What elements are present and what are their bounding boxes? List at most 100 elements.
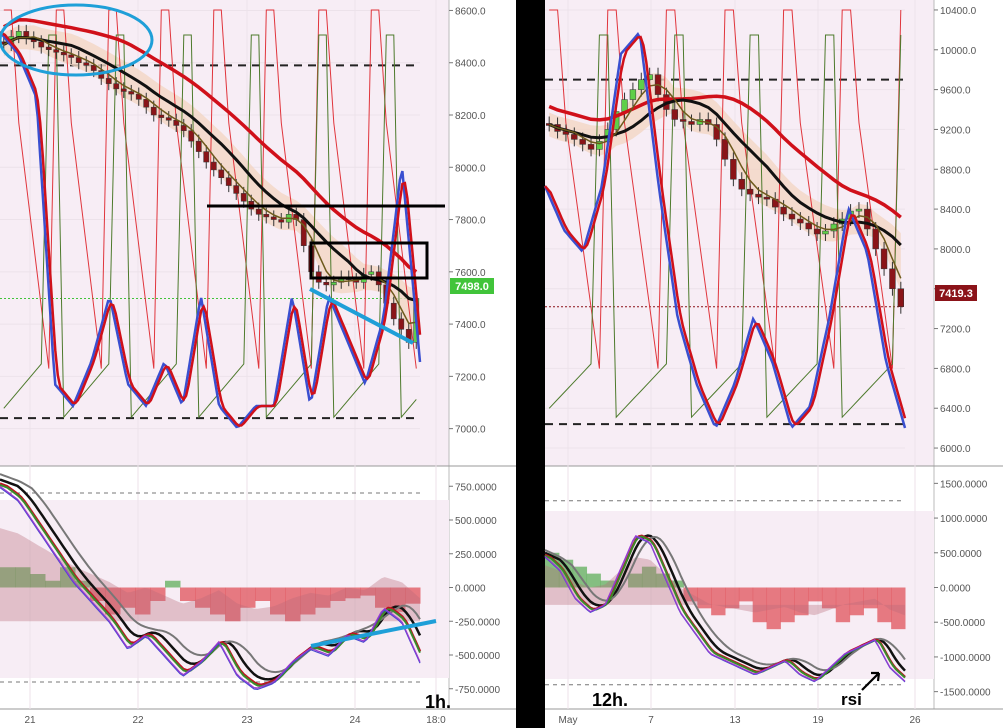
osc-tick-label: 500.0000 bbox=[455, 516, 497, 527]
time-tick-label: 22 bbox=[132, 715, 144, 726]
osc-histogram-bar bbox=[0, 567, 16, 588]
osc-tick-label: -1500.0000 bbox=[940, 688, 991, 699]
candle-body bbox=[195, 140, 202, 152]
osc-histogram-bar bbox=[45, 580, 61, 588]
candle-body bbox=[398, 318, 405, 330]
osc-histogram-bar bbox=[711, 587, 726, 616]
price-tick-label: 6800.0 bbox=[940, 364, 971, 375]
candle-body bbox=[278, 219, 285, 223]
candle-body bbox=[53, 49, 60, 53]
price-tick-label: 8200.0 bbox=[455, 111, 486, 122]
candle-body bbox=[233, 185, 240, 194]
price-tick-label: 7000.0 bbox=[455, 425, 486, 436]
price-tick-label: 7200.0 bbox=[940, 325, 971, 336]
candle-body bbox=[805, 222, 812, 230]
candle-body bbox=[579, 139, 586, 145]
osc-histogram-bar bbox=[120, 587, 136, 608]
osc-histogram-bar bbox=[586, 573, 601, 588]
candle-body bbox=[679, 119, 687, 122]
osc-tick-label: -750.0000 bbox=[455, 685, 500, 696]
osc-tick-label: 250.0000 bbox=[455, 550, 497, 561]
osc-tick-label: 1500.0000 bbox=[940, 479, 988, 490]
osc-histogram-bar bbox=[135, 587, 151, 615]
candle-body bbox=[150, 106, 157, 116]
left-chart-panel: 8600.0 8400.0 8200.0 8000.0 7800.0 7600.0 7400… bbox=[0, 0, 516, 728]
candle-body bbox=[240, 193, 247, 202]
candle-body bbox=[713, 124, 720, 140]
osc-histogram-bar bbox=[225, 587, 241, 622]
osc-histogram-bar bbox=[240, 587, 256, 608]
osc-histogram-bar bbox=[766, 587, 781, 630]
time-tick-label: May bbox=[559, 715, 578, 726]
candle-body bbox=[158, 114, 165, 118]
cyan-ellipse-annotation bbox=[0, 3, 154, 77]
candle-body bbox=[880, 248, 888, 270]
time-tick-label: 24 bbox=[349, 715, 361, 726]
left-osc-axis: 750.0000 500.0000 250.0000 0.0000 -250.0000 -… bbox=[449, 482, 500, 696]
right-ribbon bbox=[549, 72, 901, 291]
right-current-price-bg bbox=[935, 285, 977, 301]
osc-histogram-bar bbox=[405, 587, 421, 604]
osc-histogram-bar bbox=[697, 587, 712, 609]
price-tick-label: 6000.0 bbox=[940, 444, 971, 455]
osc-histogram-bar bbox=[738, 587, 754, 602]
osc-histogram-bar bbox=[600, 580, 615, 588]
osc-tick-label: -250.0000 bbox=[455, 617, 500, 628]
osc-tick-label: -500.0000 bbox=[940, 618, 985, 629]
osc-shaded-band bbox=[545, 557, 905, 616]
left-annotations bbox=[0, 3, 445, 648]
candle-body bbox=[165, 117, 172, 121]
osc-histogram-bar bbox=[849, 587, 864, 616]
osc-histogram-bar bbox=[780, 587, 795, 623]
candle-body bbox=[143, 99, 150, 108]
candle-body bbox=[15, 31, 22, 37]
osc-tick-label: -1000.0000 bbox=[940, 653, 991, 664]
osc-histogram-bar bbox=[165, 580, 181, 588]
candle-body bbox=[763, 196, 771, 200]
osc-histogram-bar bbox=[877, 587, 892, 623]
candle-body bbox=[270, 216, 277, 220]
left-grid bbox=[0, 0, 437, 709]
osc-tick-label: 0.0000 bbox=[940, 584, 971, 595]
osc-histogram-bar bbox=[195, 587, 211, 608]
price-tick-label: 7600.0 bbox=[455, 268, 486, 279]
osc-histogram-bar bbox=[863, 587, 878, 609]
osc-histogram-bar bbox=[30, 574, 46, 588]
candle-body bbox=[855, 208, 863, 212]
candle-body bbox=[188, 130, 195, 142]
thin-red-zigzag bbox=[549, 9, 902, 369]
candle-body bbox=[721, 139, 729, 160]
left-current-price-tag: 7498.0 bbox=[450, 278, 494, 294]
black-ma bbox=[3, 35, 417, 303]
osc-histogram-bar bbox=[315, 587, 331, 608]
left-timeframe-label: 1h. bbox=[425, 692, 451, 712]
right-thin-lines bbox=[548, 9, 902, 419]
osc-histogram-bar bbox=[210, 587, 226, 615]
left-oscillator bbox=[0, 473, 422, 691]
price-tick-label: 7400.0 bbox=[455, 320, 486, 331]
candle-body bbox=[897, 288, 904, 307]
candle-body bbox=[596, 141, 603, 150]
osc-histogram-bar bbox=[15, 567, 31, 588]
candle-body bbox=[113, 83, 120, 90]
candle-body bbox=[60, 52, 67, 56]
candle-body bbox=[263, 214, 270, 218]
stoch-red-line bbox=[0, 30, 422, 427]
osc-purple-line bbox=[544, 535, 906, 682]
candle-body bbox=[128, 91, 135, 95]
price-tick-label: 8400.0 bbox=[940, 205, 971, 216]
thin-green-zigzag bbox=[548, 34, 902, 419]
candle-body bbox=[629, 89, 637, 100]
candle-body bbox=[225, 177, 232, 186]
osc-tick-label: -500.0000 bbox=[455, 651, 500, 662]
right-chart-panel: 10400.0 10000.0 9600.0 9200.0 8800.0 8400.0 80… bbox=[543, 0, 1003, 728]
candle-body bbox=[822, 230, 829, 235]
osc-tick-label: 750.0000 bbox=[455, 482, 497, 493]
osc-histogram-bar bbox=[835, 587, 851, 623]
right-oscillator bbox=[544, 534, 906, 683]
left-time-axis: 21 22 23 24 18:0 bbox=[24, 715, 446, 726]
candle-body bbox=[688, 121, 695, 125]
stoch-red-line bbox=[544, 35, 907, 426]
candle-body bbox=[830, 223, 838, 232]
right-ma-lines bbox=[543, 32, 907, 429]
